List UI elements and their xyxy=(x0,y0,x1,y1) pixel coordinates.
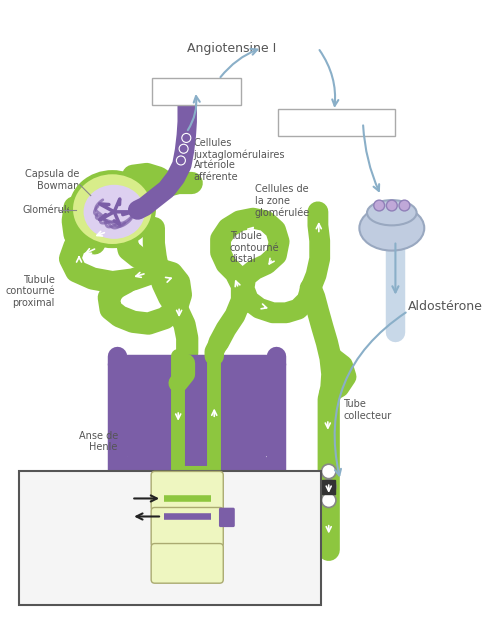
Text: Glande
surrénale: Glande surrénale xyxy=(367,217,416,239)
Ellipse shape xyxy=(367,200,417,225)
FancyBboxPatch shape xyxy=(220,508,234,527)
FancyBboxPatch shape xyxy=(151,472,224,511)
Circle shape xyxy=(176,156,185,165)
Text: K⁺: K⁺ xyxy=(115,511,128,522)
Text: Cellules de
la zone
glomérulée: Cellules de la zone glomérulée xyxy=(255,184,310,218)
FancyBboxPatch shape xyxy=(151,543,224,583)
Text: Na⁺: Na⁺ xyxy=(106,493,128,504)
Text: Glomérule: Glomérule xyxy=(22,205,73,215)
Text: Angiotensine I: Angiotensine I xyxy=(187,42,276,56)
Text: Angiotensine II: Angiotensine II xyxy=(289,116,383,129)
Text: Récepteur de
l’aldőstérone: Récepteur de l’aldőstérone xyxy=(241,502,307,524)
Circle shape xyxy=(322,464,336,479)
Text: Tubule
contourné
proximal: Tubule contourné proximal xyxy=(5,275,55,308)
FancyBboxPatch shape xyxy=(151,508,224,547)
Text: Artériole
afférente: Artériole afférente xyxy=(194,161,238,182)
Text: Lumière
(-): Lumière (-) xyxy=(46,532,85,554)
Circle shape xyxy=(386,200,397,211)
FancyBboxPatch shape xyxy=(19,472,321,605)
FancyBboxPatch shape xyxy=(278,109,394,136)
FancyBboxPatch shape xyxy=(152,77,241,104)
Text: Aldostérone: Aldostérone xyxy=(408,300,483,313)
Text: Capsula de
Bowman: Capsula de Bowman xyxy=(25,170,79,191)
Text: Na⁺: Na⁺ xyxy=(196,493,217,504)
Text: Tube
collecteur: Tube collecteur xyxy=(343,399,391,421)
Text: K⁺: K⁺ xyxy=(196,511,209,522)
Text: Rénine: Rénine xyxy=(178,86,216,96)
Text: Tube collecteur
(cellule principale): Tube collecteur (cellule principale) xyxy=(139,578,236,600)
Circle shape xyxy=(399,200,410,211)
Circle shape xyxy=(182,133,191,143)
Text: Tubule
contourné
distal: Tubule contourné distal xyxy=(229,231,279,264)
FancyBboxPatch shape xyxy=(323,479,335,494)
Circle shape xyxy=(322,479,336,494)
Circle shape xyxy=(374,200,385,211)
Text: Anse de
Henle: Anse de Henle xyxy=(79,431,118,452)
Ellipse shape xyxy=(71,172,154,246)
Ellipse shape xyxy=(359,205,424,251)
Circle shape xyxy=(179,144,188,153)
Ellipse shape xyxy=(83,185,145,239)
Circle shape xyxy=(322,493,336,508)
Text: Cellules
juxtaglomérulaires: Cellules juxtaglomérulaires xyxy=(194,138,285,160)
